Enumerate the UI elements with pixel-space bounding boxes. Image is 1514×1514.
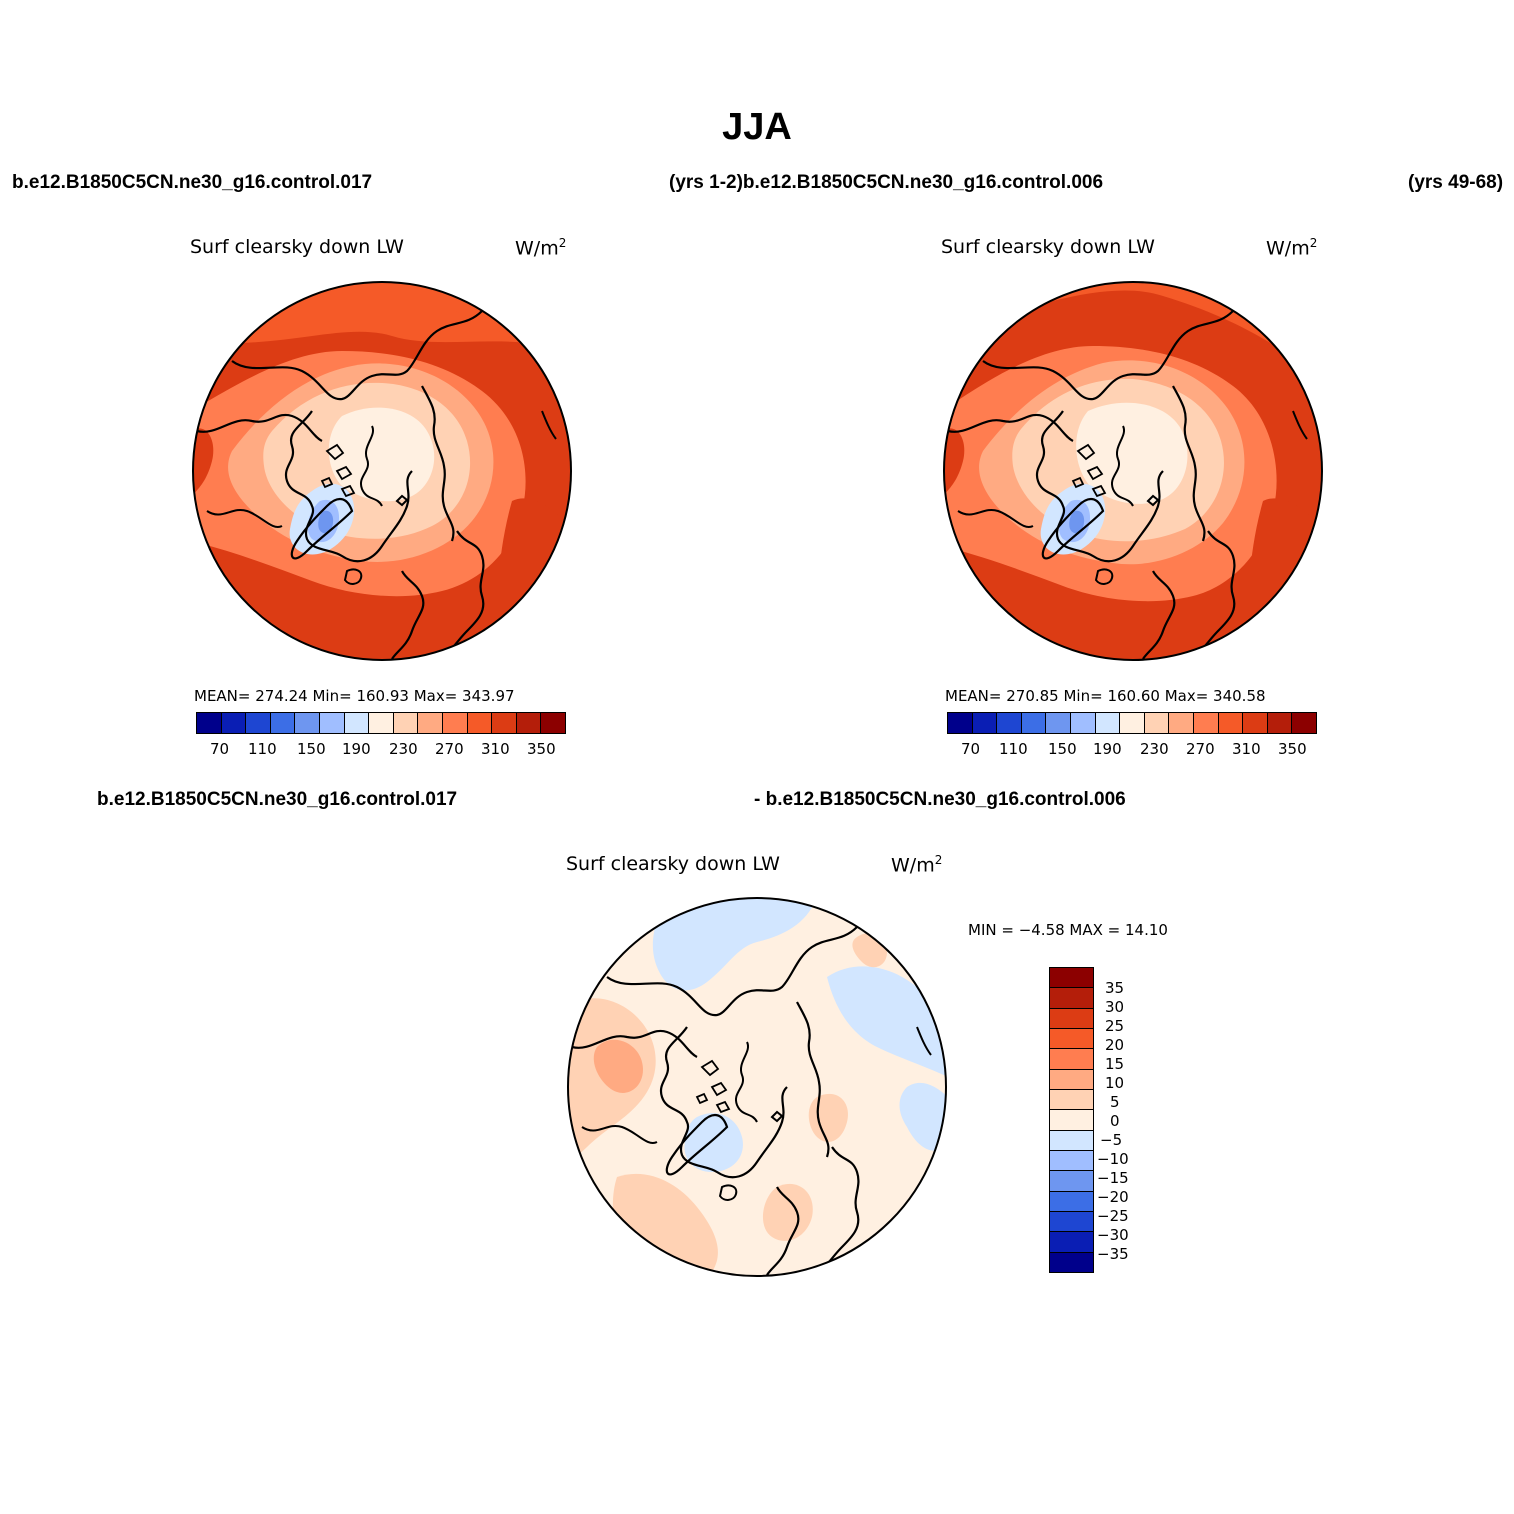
panel3-units: W/m2: [891, 853, 943, 877]
panel3-colorbar-bin: [1050, 1191, 1093, 1212]
panel2-units: W/m2: [1266, 236, 1318, 260]
panel1-colorbar-bin: [442, 713, 468, 733]
case-label-bottom-left: b.e12.B1850C5CN.ne30_g16.control.017: [97, 789, 458, 810]
panel2-colorbar-bin: [1267, 713, 1293, 733]
panel1-units: W/m2: [515, 236, 567, 260]
panel2-colorbar-bin: [1243, 713, 1268, 733]
panel1-colorbar-bin: [246, 713, 271, 733]
panel1-colorbar-bin: [492, 713, 517, 733]
panel2-colorbar-bin: [1144, 713, 1170, 733]
panel3-colorbar-tick: 20: [1105, 1036, 1125, 1054]
panel3-colorbar-bin: [1050, 1049, 1093, 1070]
panel3-colorbar-tick: −20: [1097, 1188, 1129, 1206]
panel2-colorbar-tick: 110: [999, 740, 1028, 758]
panel2-colorbar-bin: [1292, 713, 1316, 733]
panel1-colorbar-bin: [197, 713, 222, 733]
panel3-colorbar-bin: [1050, 1232, 1093, 1253]
panel1-variable-title: Surf clearsky down LW: [190, 236, 404, 258]
panel1-colorbar-tick: 270: [435, 740, 464, 758]
panel3-variable-title: Surf clearsky down LW: [566, 853, 780, 875]
panel2-colorbar-bin: [1095, 713, 1121, 733]
panel2-colorbar-bin: [1021, 713, 1047, 733]
panel3-colorbar-tick: −35: [1097, 1245, 1129, 1263]
panel1-colorbar-tick: 190: [342, 740, 371, 758]
panel3-colorbar-bin: [1050, 1008, 1093, 1029]
panel2-colorbar-tick: 350: [1278, 740, 1307, 758]
panel1-colorbar-tick: 310: [481, 740, 510, 758]
panel2-colorbar-bin: [1046, 713, 1071, 733]
panel2-colorbar-tick: 310: [1232, 740, 1261, 758]
panel3-colorbar-bin: [1050, 1130, 1093, 1151]
panel3-colorbar-bin: [1050, 968, 1093, 989]
panel2-colorbar-bin: [1169, 713, 1194, 733]
panel3-colorbar-bin: [1050, 1089, 1093, 1111]
panel1-colorbar-bin: [270, 713, 296, 733]
panel3-colorbar-tick: 10: [1105, 1074, 1125, 1092]
panel1-colorbar-tick: 70: [210, 740, 230, 758]
panel1-colorbar-bin: [344, 713, 370, 733]
panel3-colorbar-tick: 35: [1105, 979, 1125, 997]
panel2-colorbar-tick: 70: [961, 740, 981, 758]
panel1-stats: MEAN= 274.24 Min= 160.93 Max= 343.97: [194, 687, 515, 705]
panel2-colorbar-bin: [972, 713, 998, 733]
panel2-colorbar-bin: [1070, 713, 1096, 733]
panel2-colorbar-tick: 230: [1140, 740, 1169, 758]
panel2-variable-title: Surf clearsky down LW: [941, 236, 1155, 258]
panel2-colorbar-bin: [1120, 713, 1145, 733]
panel3-polar-map: [567, 897, 947, 1277]
panel3-colorbar-bin: [1050, 988, 1093, 1009]
case-label-top-middle: (yrs 1-2)b.e12.B1850C5CN.ne30_g16.contro…: [669, 172, 1104, 193]
panel1-polar-map: [192, 281, 572, 661]
panel3-colorbar-tick: 5: [1110, 1093, 1120, 1111]
panel3-colorbar-tick: 15: [1105, 1055, 1125, 1073]
panel1-colorbar-bin: [369, 713, 394, 733]
panel2-stats: MEAN= 270.85 Min= 160.60 Max= 340.58: [945, 687, 1266, 705]
panel2-colorbar-bin: [1218, 713, 1244, 733]
panel1-colorbar-bin: [516, 713, 542, 733]
panel3-colorbar-tick: −15: [1097, 1169, 1129, 1187]
panel2-colorbar-bin: [948, 713, 973, 733]
panel2-colorbar-tick: 190: [1093, 740, 1122, 758]
case-label-top-right: (yrs 49-68): [1408, 172, 1504, 193]
main-title: JJA: [722, 106, 792, 148]
panel3-colorbar-tick: 25: [1105, 1017, 1125, 1035]
panel3-colorbar-tick: −5: [1100, 1131, 1123, 1149]
panel3-colorbar-tick: −25: [1097, 1207, 1129, 1225]
panel1-colorbar-bin: [295, 713, 320, 733]
panel2-colorbar-tick: 270: [1186, 740, 1215, 758]
panel2-colorbar-bin: [997, 713, 1022, 733]
panel3-colorbar-tick: −30: [1097, 1226, 1129, 1244]
panel3-colorbar-bin: [1050, 1171, 1093, 1192]
panel3-colorbar: [1049, 967, 1094, 1273]
panel3-colorbar-tick: 30: [1105, 998, 1125, 1016]
panel1-colorbar-bin: [393, 713, 419, 733]
panel2-colorbar-bin: [1193, 713, 1219, 733]
panel1-colorbar: [196, 712, 566, 734]
panel3-colorbar-bin: [1050, 1150, 1093, 1172]
panel1-colorbar-tick: 230: [389, 740, 418, 758]
panel3-colorbar-tick: −10: [1097, 1150, 1129, 1168]
panel3-colorbar-bin: [1050, 1110, 1093, 1131]
panel3-colorbar-bin: [1050, 1028, 1093, 1050]
panel1-colorbar-bin: [418, 713, 443, 733]
panel1-colorbar-bin: [221, 713, 247, 733]
panel3-colorbar-bin: [1050, 1252, 1093, 1272]
panel2-polar-map: [943, 281, 1323, 661]
panel1-colorbar-bin: [541, 713, 565, 733]
panel3-colorbar-bin: [1050, 1069, 1093, 1090]
panel3-colorbar-tick: 0: [1110, 1112, 1120, 1130]
panel1-colorbar-tick: 150: [297, 740, 326, 758]
panel3-stats: MIN = −4.58 MAX = 14.10: [968, 921, 1168, 939]
panel1-colorbar-tick: 110: [248, 740, 277, 758]
panel2-colorbar-tick: 150: [1048, 740, 1077, 758]
panel3-colorbar-bin: [1050, 1211, 1093, 1233]
panel1-colorbar-bin: [319, 713, 345, 733]
panel1-colorbar-bin: [467, 713, 493, 733]
panel1-colorbar-tick: 350: [527, 740, 556, 758]
case-label-top-left: b.e12.B1850C5CN.ne30_g16.control.017: [12, 172, 373, 193]
panel2-colorbar: [947, 712, 1317, 734]
case-label-bottom-right: - b.e12.B1850C5CN.ne30_g16.control.006: [754, 789, 1126, 810]
